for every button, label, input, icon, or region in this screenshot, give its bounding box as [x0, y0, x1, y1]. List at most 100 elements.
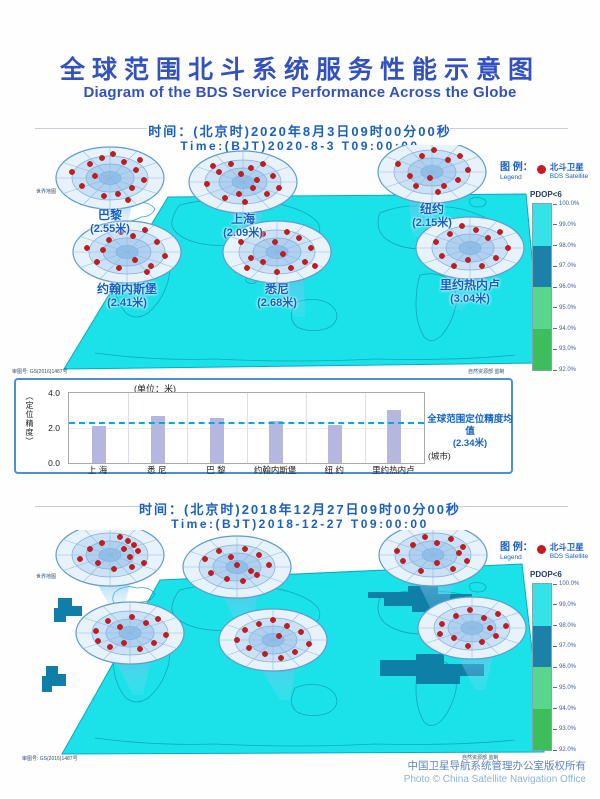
sky-plot-spoke	[236, 539, 265, 568]
coastline	[415, 273, 457, 341]
satellite-dot	[244, 265, 250, 271]
colorbar-tick-label: 97.0%	[559, 263, 577, 270]
page-title-zh: 全球范围北斗系统服务性能示意图	[59, 56, 540, 84]
satellite-dot	[495, 611, 501, 617]
sky-plot	[417, 596, 527, 660]
colorbar-tick-label: 99.0%	[559, 601, 577, 608]
sky-plot-spoke	[102, 632, 131, 661]
sky-plot-spoke	[80, 251, 128, 268]
legend-1: 图 例： Legend 北斗卫星 BDS Satellite PDOP<6 100.…	[500, 163, 600, 374]
satellite-dot	[69, 169, 75, 175]
colorbar-tick-dash	[553, 708, 557, 709]
satellite-dot	[298, 629, 304, 635]
map-canvas	[42, 530, 545, 755]
satellite-dot	[125, 197, 131, 203]
map-approval-number: 审图号: GS(2016)1487号	[12, 369, 68, 375]
satellite-dot	[284, 229, 290, 235]
colorbar-tick-label: 99.0%	[559, 221, 577, 228]
time2-zh: 时间：(北京时)2018年12月27日09时00分00秒	[139, 502, 461, 517]
satellite-dot	[141, 177, 147, 183]
coastline	[94, 352, 516, 362]
colorbar-tick-dash	[553, 749, 557, 751]
satellite-dot	[284, 623, 290, 629]
map-corner-label: 世界地图	[36, 574, 57, 580]
time1-en: Time:(BJT)2020-8-3 T09:00:00	[180, 139, 420, 153]
sky-plot-spoke	[99, 224, 128, 253]
sky-plot-spoke	[444, 627, 473, 656]
satellite-dot	[79, 183, 85, 189]
satellite-dot	[111, 566, 117, 572]
satellite-dot	[116, 265, 122, 271]
legend-header: 图 例： Legend 北斗卫星 BDS Satellite	[500, 163, 600, 183]
satellite-dot	[460, 544, 466, 550]
colorbar-segment	[533, 667, 551, 709]
colorbar-tick-label: 92.0%	[559, 367, 577, 373]
satellite-dot	[228, 554, 234, 560]
satellite-dot	[493, 255, 499, 261]
satellite-dot	[497, 229, 503, 235]
sky-plot-spoke	[471, 612, 519, 629]
satellite-dot	[117, 624, 123, 630]
colorbar-tick-label: 97.0%	[559, 643, 577, 650]
sky-plot-spoke	[190, 566, 238, 583]
satellite-dot	[451, 263, 457, 269]
satellite-dot	[236, 191, 242, 197]
bds-satellite-icon	[536, 545, 546, 554]
satellite-dot	[456, 550, 462, 556]
sky-plot-spoke	[109, 177, 138, 206]
city-name: 巴黎	[97, 208, 122, 222]
satellite-dot	[246, 645, 252, 651]
sky-plot	[55, 146, 165, 210]
sky-plot-spoke	[432, 539, 480, 556]
satellite-dot	[163, 632, 169, 638]
sky-plot-spoke	[276, 224, 305, 253]
sky-plot-spoke	[99, 251, 128, 280]
satellite-dot	[260, 231, 266, 237]
sky-plot	[55, 530, 165, 587]
map-producer-label: 自然资源部 监制	[468, 369, 505, 375]
sky-plot-spoke	[469, 220, 498, 249]
satellite-dot	[222, 195, 228, 201]
satellite-dot	[485, 235, 491, 241]
satellite-dot	[410, 542, 416, 548]
satellite-dot	[94, 259, 100, 265]
satellite-dot	[254, 177, 260, 183]
satellite-dot	[435, 189, 441, 195]
page-title-en: Diagram of the BDS Service Performance A…	[83, 84, 517, 101]
sky-plot-spoke	[245, 639, 274, 668]
sky-plot-spoke	[109, 554, 157, 571]
satellite-dot	[202, 556, 208, 562]
sky-plot	[218, 608, 328, 672]
coastline	[291, 299, 338, 331]
satellite-dot	[95, 638, 101, 644]
city-label: 巴黎 (2.55米)	[48, 208, 172, 236]
satellite-dot	[101, 193, 107, 199]
satellite-dot	[95, 560, 101, 566]
colorbar-tick-dash	[553, 265, 557, 267]
sky-plot-spoke	[129, 617, 177, 634]
colorbar-tick-dash	[553, 728, 557, 730]
sky-plot	[378, 530, 488, 587]
city-accuracy-value: (3.04米)	[450, 293, 490, 305]
city-name: 里约热内卢	[439, 278, 500, 292]
satellite-dot	[467, 607, 473, 613]
satellite-dot	[240, 578, 246, 584]
sky-plot-spoke	[109, 530, 136, 556]
colorbar-tick: 100.0%	[553, 201, 579, 207]
satellite-dot	[479, 263, 485, 269]
coastline	[469, 197, 487, 208]
copyright-en: Photo © China Satellite Navigation Offic…	[403, 774, 586, 785]
satellite-dot	[133, 167, 139, 173]
chart-unit-label: (单位：米)	[134, 384, 176, 394]
satellite-dot	[448, 536, 454, 542]
satellite-dot	[445, 157, 451, 163]
map-producer-label: 自然资源部 监制	[462, 755, 499, 761]
sky-plot-spoke	[242, 154, 271, 183]
satellite-dot	[439, 621, 445, 627]
satellite-dot	[93, 628, 99, 634]
chart-y-tick: 0.0	[48, 458, 60, 468]
pdop-label: PDOP<6	[530, 570, 562, 579]
map-canvas	[55, 145, 543, 370]
city-accuracy-value: (2.68米)	[257, 297, 297, 309]
coastline	[94, 737, 516, 747]
